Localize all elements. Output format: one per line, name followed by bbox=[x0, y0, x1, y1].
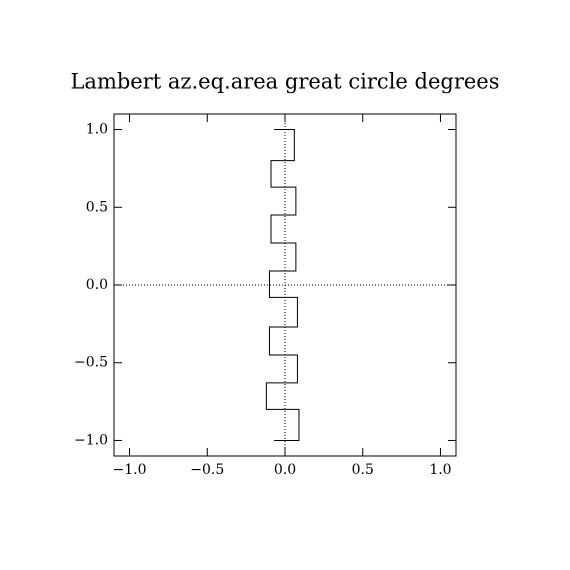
y-tick-label: 1.0 bbox=[86, 122, 108, 138]
y-tick-label: 0.5 bbox=[86, 199, 108, 215]
x-tick-label: 1.0 bbox=[429, 462, 451, 478]
x-tick-label: −0.5 bbox=[190, 462, 224, 478]
y-tick-label: −1.0 bbox=[74, 432, 108, 448]
x-tick-label: 0.0 bbox=[274, 462, 296, 478]
series-line bbox=[265, 129, 300, 441]
y-tick-label: −0.5 bbox=[74, 355, 108, 371]
x-tick-label: −1.0 bbox=[113, 462, 147, 478]
y-tick-label: 0.0 bbox=[86, 277, 108, 293]
chart-title: Lambert az.eq.area great circle degrees bbox=[70, 70, 499, 94]
x-tick-label: 0.5 bbox=[352, 462, 374, 478]
